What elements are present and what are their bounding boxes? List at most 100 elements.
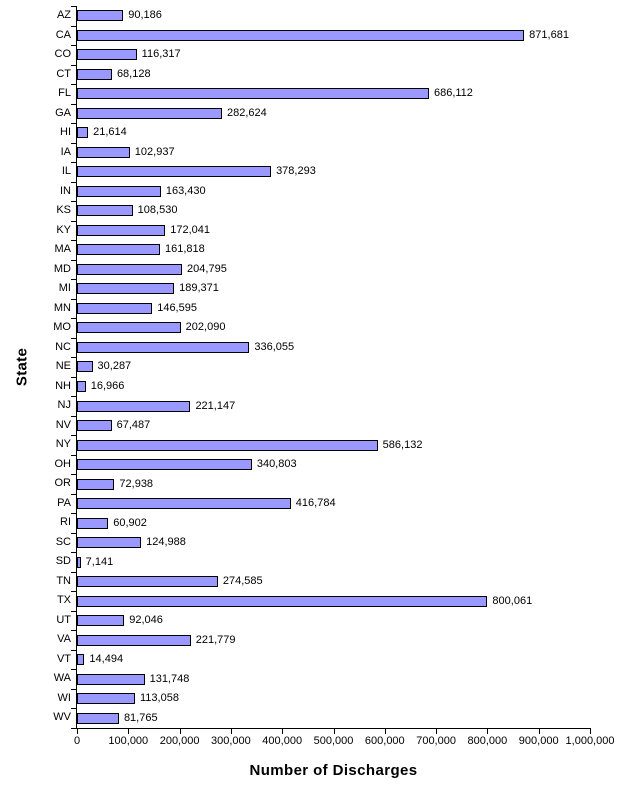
y-axis-tick xyxy=(71,571,76,573)
y-axis-tick xyxy=(71,84,76,86)
x-tick-label: 900,000 xyxy=(518,735,559,747)
bar xyxy=(77,29,525,41)
y-axis-tick xyxy=(71,25,76,27)
bar-row: 336,055 xyxy=(77,338,590,358)
bar xyxy=(77,68,112,80)
bar-row: 72,938 xyxy=(77,474,590,494)
category-label: MA xyxy=(54,243,72,256)
bar xyxy=(77,361,93,373)
category-label: NJ xyxy=(57,399,71,412)
y-axis-tick xyxy=(71,396,76,398)
category-label: RI xyxy=(60,516,71,529)
category-label: SC xyxy=(55,535,71,548)
y-axis-tick xyxy=(71,337,76,339)
bar-value-label: 416,784 xyxy=(295,497,336,510)
bar-row: 204,795 xyxy=(77,260,590,280)
bar-row: 871,681 xyxy=(77,26,590,46)
bar-value-label: 90,186 xyxy=(128,9,162,22)
category-label: OR xyxy=(54,477,72,490)
bar-value-label: 204,795 xyxy=(187,262,227,275)
bar xyxy=(77,302,153,314)
category-label: MO xyxy=(53,321,71,334)
bar xyxy=(77,498,291,510)
y-axis-tick xyxy=(71,474,76,476)
bar-row: 68,128 xyxy=(77,65,590,85)
y-axis-tick xyxy=(71,45,76,47)
bar-row: 16,966 xyxy=(77,377,590,397)
x-tick-label: 100,000 xyxy=(108,735,149,747)
bar-value-label: 586,132 xyxy=(382,438,423,451)
category-label: FL xyxy=(58,87,71,100)
category-label: TX xyxy=(56,594,71,607)
bar-row: 108,530 xyxy=(77,201,590,221)
y-axis-tick xyxy=(71,649,76,651)
x-axis-tick xyxy=(436,729,438,734)
bar xyxy=(77,517,109,529)
bar-value-label: 68,128 xyxy=(116,67,151,80)
bar-value-label: 81,765 xyxy=(123,711,158,724)
y-axis-tick xyxy=(71,162,76,164)
bar xyxy=(77,166,272,178)
bar-value-label: 282,624 xyxy=(226,106,267,119)
category-label: OH xyxy=(54,457,72,470)
bar xyxy=(77,634,191,646)
bar xyxy=(77,420,112,432)
category-label: CT xyxy=(56,67,71,80)
y-axis-tick xyxy=(71,376,76,378)
bar-row: 202,090 xyxy=(77,318,590,338)
category-label: NH xyxy=(55,379,71,392)
y-axis-tick xyxy=(71,532,76,534)
bar-row: 67,487 xyxy=(77,416,590,436)
category-label: NC xyxy=(55,340,71,353)
bar-row: 189,371 xyxy=(77,279,590,299)
bar-row: 113,058 xyxy=(77,689,590,709)
x-tick-label: 600,000 xyxy=(364,735,405,747)
bar-value-label: 102,937 xyxy=(134,145,175,158)
category-label: KS xyxy=(56,204,71,217)
bar-value-label: 161,818 xyxy=(165,243,205,256)
category-label: IL xyxy=(61,165,71,178)
x-tick-label: 500,000 xyxy=(313,735,354,747)
bar xyxy=(77,341,250,353)
bar xyxy=(77,381,86,392)
bar-row: 274,585 xyxy=(77,572,590,592)
bar xyxy=(77,439,378,451)
y-axis-tick xyxy=(71,201,76,203)
category-label: IN xyxy=(60,184,71,197)
bar xyxy=(77,654,85,666)
bar-row: 131,748 xyxy=(77,669,590,689)
x-tick-label: 700,000 xyxy=(416,735,456,747)
category-label: VT xyxy=(56,652,71,665)
y-axis-tick xyxy=(71,669,76,671)
bar-value-label: 67,487 xyxy=(116,419,151,432)
bar-value-label: 7,141 xyxy=(85,555,114,568)
bar xyxy=(77,556,81,568)
bar-value-label: 60,902 xyxy=(113,516,147,529)
bar-row: 163,430 xyxy=(77,182,590,202)
bar-row: 7,141 xyxy=(77,552,590,572)
bar xyxy=(77,127,89,139)
y-axis-tick xyxy=(71,357,76,359)
y-axis-tick xyxy=(71,123,76,125)
category-label: NY xyxy=(55,438,71,451)
bar xyxy=(77,283,175,295)
bar xyxy=(77,537,142,549)
y-axis-tick xyxy=(71,493,76,495)
y-axis-tick xyxy=(71,415,76,417)
bar-value-label: 72,938 xyxy=(119,477,154,490)
bar xyxy=(77,185,161,197)
bar-value-label: 221,779 xyxy=(195,633,236,646)
bar xyxy=(77,10,124,22)
x-axis-tick xyxy=(77,729,78,734)
bar-row: 30,287 xyxy=(77,357,590,377)
bar xyxy=(77,107,222,119)
x-tick-label: 0 xyxy=(73,735,81,747)
bar xyxy=(77,712,119,724)
x-axis-tick xyxy=(384,729,386,734)
bar-row: 586,132 xyxy=(77,435,590,455)
y-axis-line xyxy=(76,6,77,729)
bar-value-label: 378,293 xyxy=(276,165,316,178)
bar xyxy=(77,693,135,705)
bar xyxy=(77,224,166,236)
y-axis-tick xyxy=(71,435,76,437)
